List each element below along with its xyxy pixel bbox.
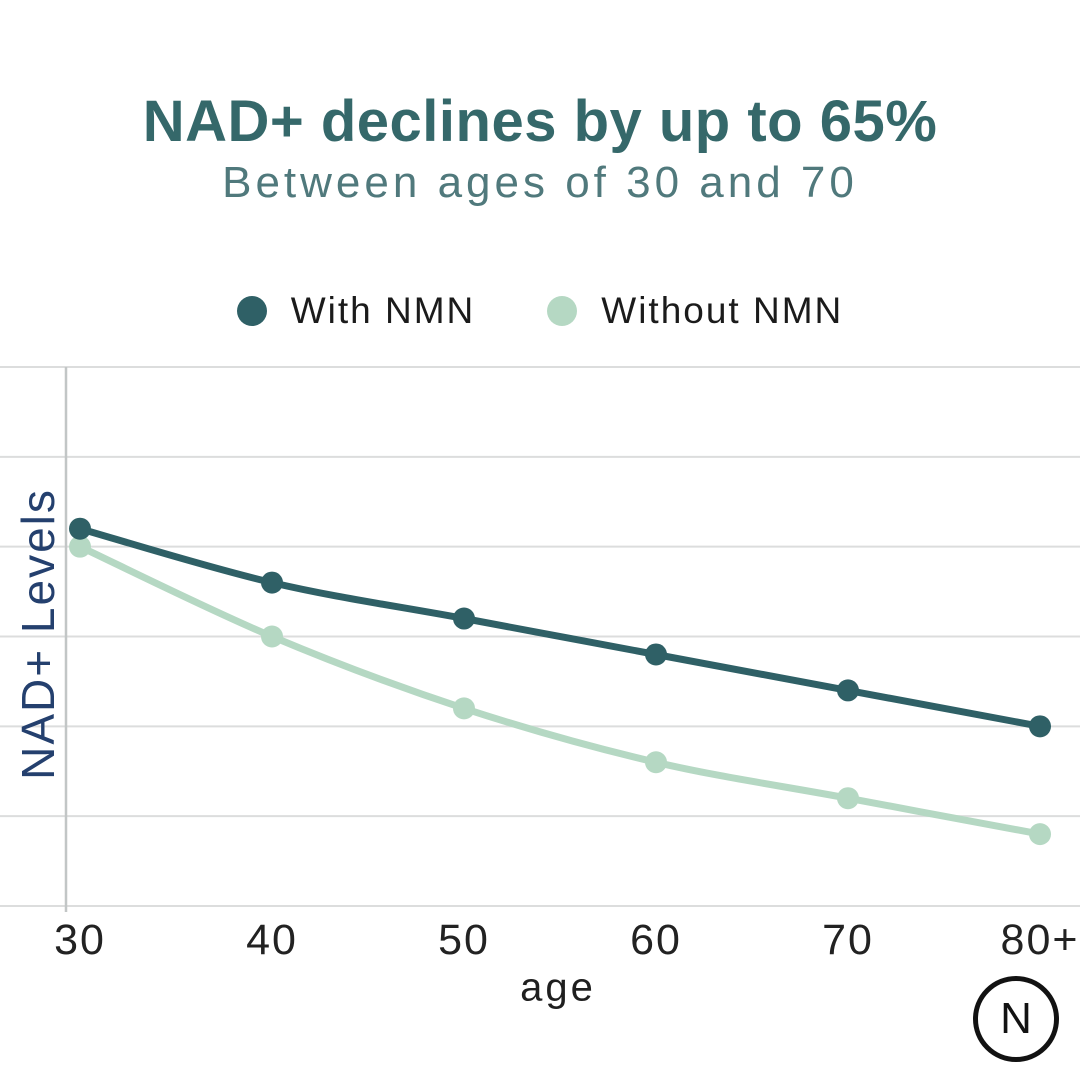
data-point-without-nmn <box>1029 823 1051 846</box>
data-point-with-nmn <box>261 571 283 594</box>
x-axis-label: age <box>520 965 596 1010</box>
data-point-with-nmn <box>645 643 667 666</box>
page-title: NAD+ declines by up to 65% <box>142 89 938 154</box>
data-point-without-nmn <box>837 787 859 810</box>
legend-swatch-with-nmn <box>236 296 267 326</box>
chart-legend: With NMN Without NMN <box>0 290 1080 332</box>
x-tick-label-30: 30 <box>54 916 106 964</box>
brand-logo: N <box>973 976 1059 1062</box>
x-tick-label-50: 50 <box>438 916 490 964</box>
data-point-without-nmn <box>453 697 475 720</box>
legend-label-without-nmn: Without NMN <box>601 290 844 331</box>
x-tick-label-80: 80+ <box>1000 916 1080 964</box>
page-subtitle: Between ages of 30 and 70 <box>222 158 858 207</box>
data-point-without-nmn <box>261 625 283 648</box>
y-axis-label: NAD+ Levels <box>12 488 64 780</box>
data-point-with-nmn <box>69 517 91 540</box>
legend-swatch-without-nmn <box>547 296 578 326</box>
series-line-with-nmn <box>76 525 1044 730</box>
data-point-with-nmn <box>1029 715 1051 738</box>
data-point-with-nmn <box>837 679 859 702</box>
legend-item-without-nmn: Without NMN <box>547 290 843 332</box>
x-tick-label-70: 70 <box>822 916 874 964</box>
data-point-with-nmn <box>453 607 475 630</box>
legend-label-with-nmn: With NMN <box>290 290 476 331</box>
data-point-without-nmn <box>645 751 667 774</box>
x-tick-label-40: 40 <box>246 916 298 964</box>
data-point-without-nmn <box>69 535 91 558</box>
x-tick-label-60: 60 <box>630 916 682 964</box>
series-line-without-nmn <box>76 543 1044 838</box>
logo-letter: N <box>1000 994 1032 1043</box>
legend-item-with-nmn: With NMN <box>236 290 476 332</box>
